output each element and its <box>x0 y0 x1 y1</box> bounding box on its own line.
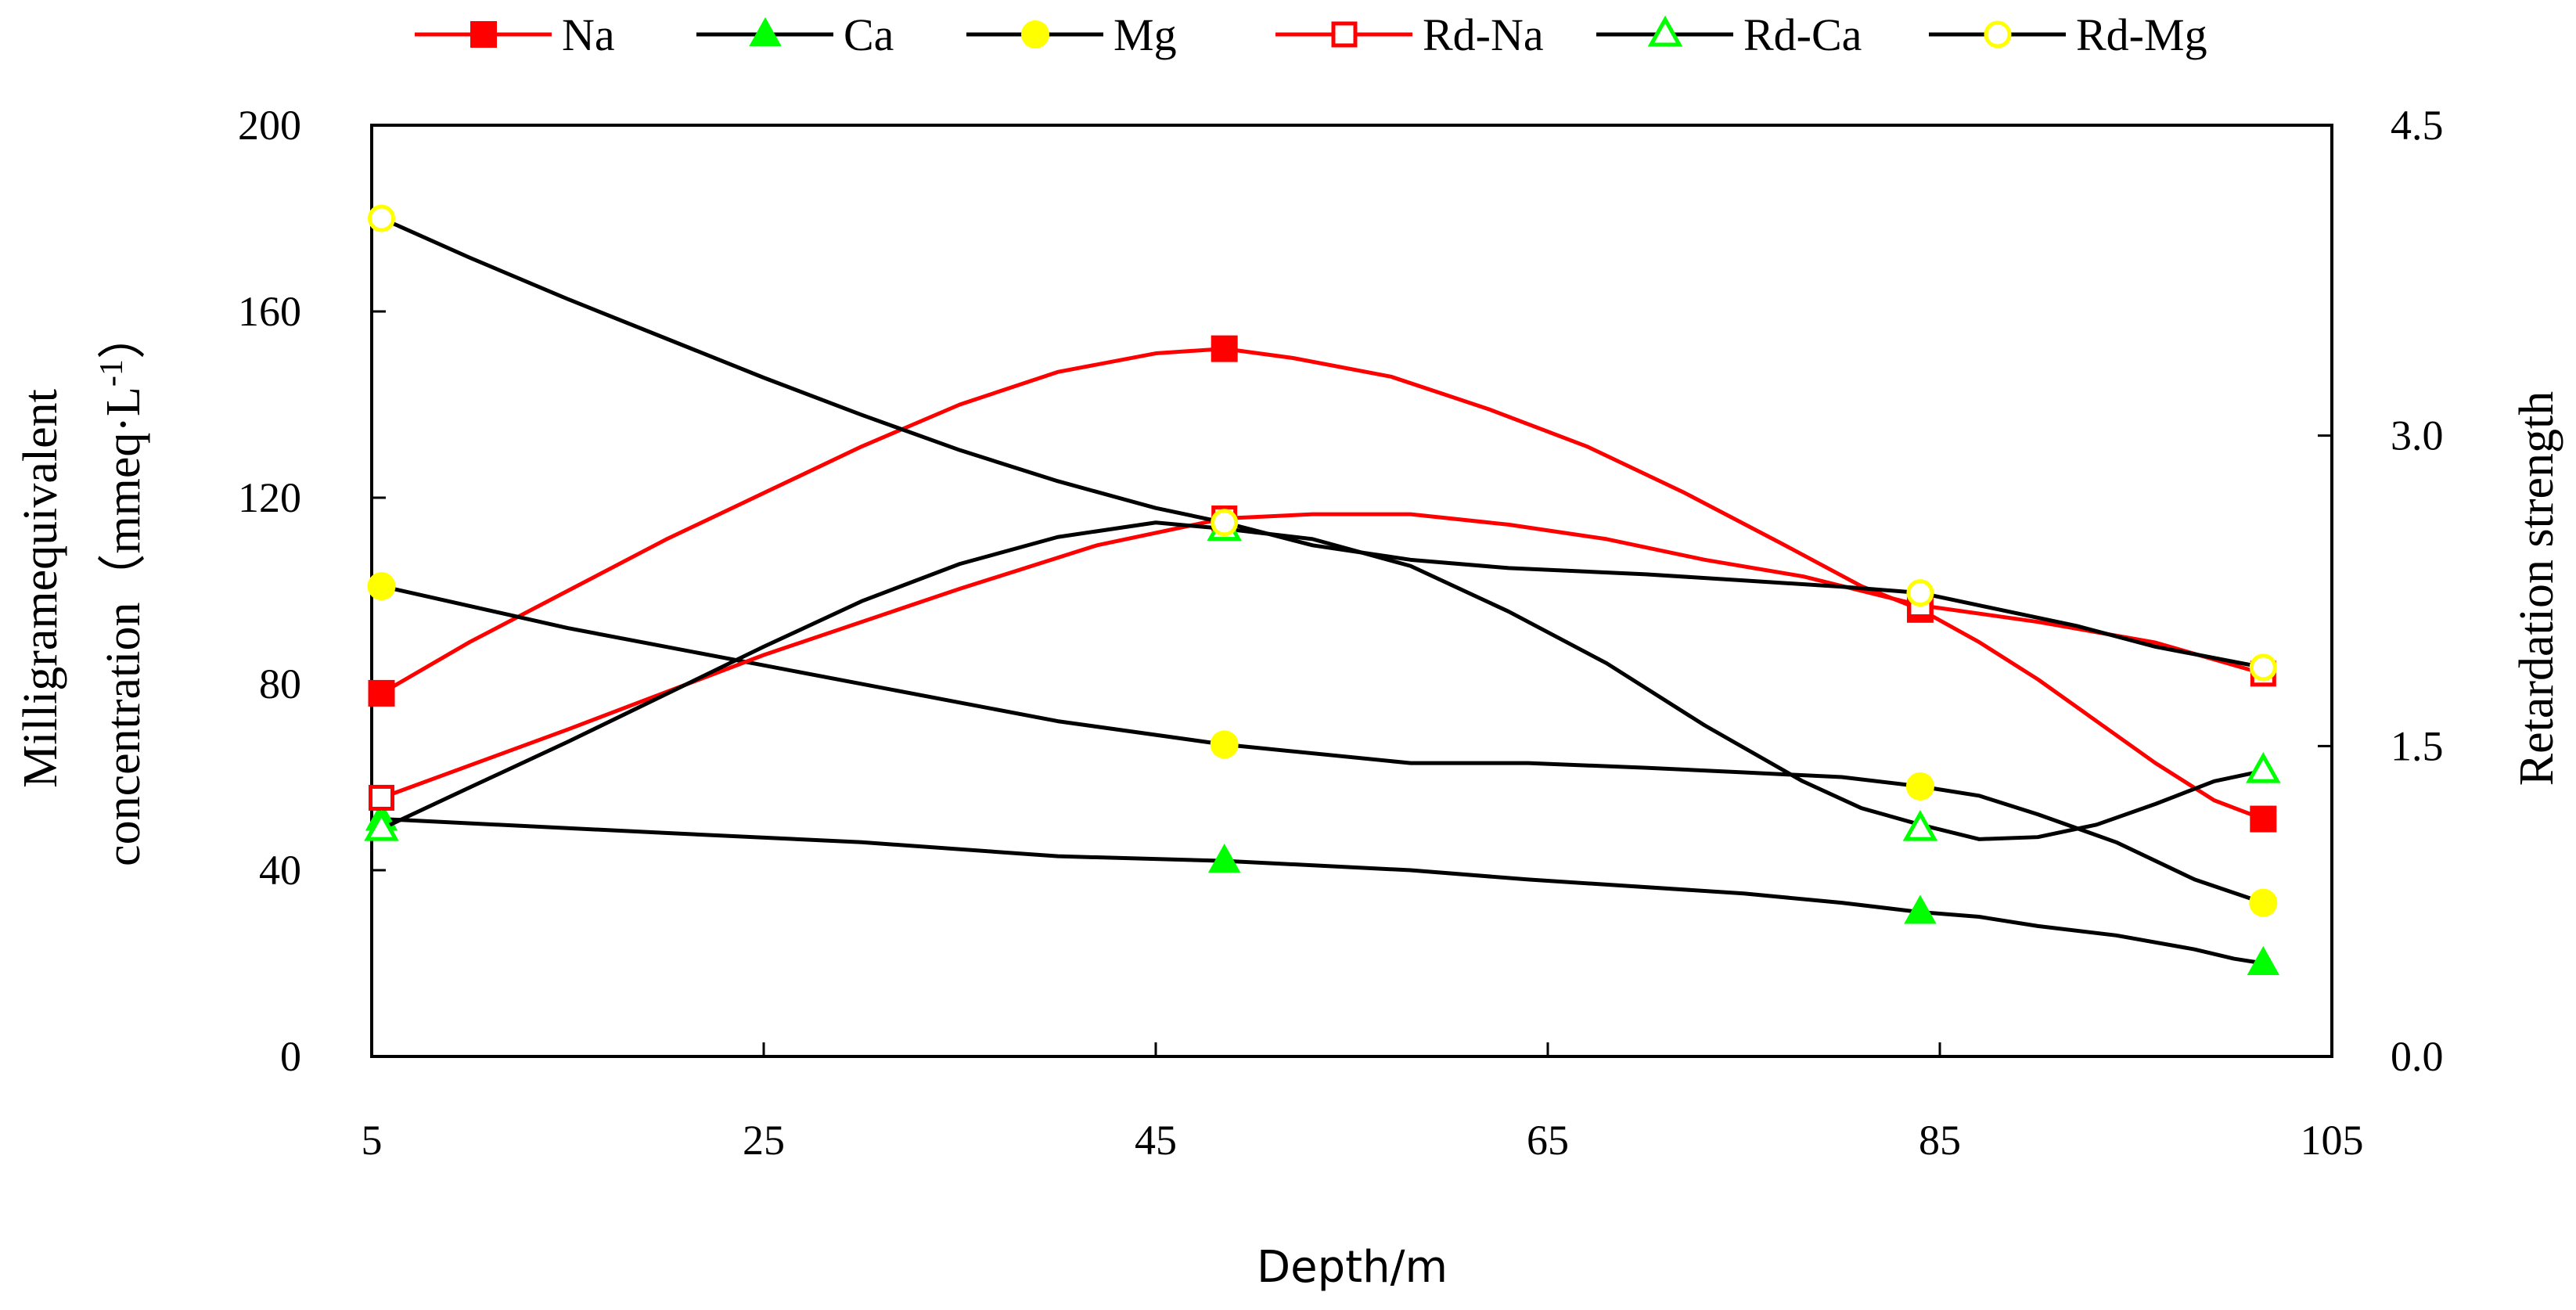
x-axis-title: Depth/m <box>1257 1242 1448 1293</box>
legend-marker <box>749 16 782 46</box>
legend-label: Rd-Ca <box>1743 9 1862 60</box>
data-point-rd-mg <box>2249 653 2277 682</box>
legend-label: Mg <box>1114 9 1177 60</box>
y-right-tick-label: 3.0 <box>2391 412 2444 459</box>
left-axis-title-sup: -1 <box>94 359 130 387</box>
x-tick-label: 105 <box>2301 1117 2364 1164</box>
legend-label: Rd-Na <box>1423 9 1544 60</box>
legend-item-na: Na <box>415 9 615 60</box>
series-line-na <box>380 347 2265 821</box>
legend-item-rd-mg: Rd-Mg <box>1929 9 2207 60</box>
x-tick-label: 5 <box>362 1117 383 1164</box>
left-axis-title-close: ） <box>97 311 150 359</box>
data-point-rd-mg <box>1211 509 1239 537</box>
y-left-tick-label: 200 <box>238 102 301 149</box>
legend-item-ca: Ca <box>696 9 894 60</box>
data-point-rd-ca <box>1902 810 1938 841</box>
data-point-rd-ca <box>364 810 399 841</box>
y-right-tick-label: 1.5 <box>2391 722 2444 769</box>
data-point-ca <box>1904 894 1937 924</box>
data-point-rd-mg <box>368 204 396 232</box>
plot-frame <box>370 124 2333 1058</box>
y-left-tick-label: 120 <box>238 474 301 521</box>
legend-marker <box>1021 20 1049 49</box>
x-tick-label: 25 <box>743 1117 785 1164</box>
legend-marker <box>1984 20 2012 49</box>
data-point-rd-na <box>369 784 395 811</box>
legend-marker <box>470 21 497 48</box>
series-line-rd-na <box>380 512 2265 800</box>
x-tick-label: 45 <box>1135 1117 1177 1164</box>
left-axis-title-line1: Milligramequivalent <box>14 389 67 788</box>
data-point-ca <box>1207 844 1241 873</box>
series-na <box>368 335 2277 833</box>
data-point-rd-ca <box>2246 751 2281 783</box>
legend-marker <box>1647 15 1683 47</box>
right-axis-title: Retardation strength <box>2510 391 2563 786</box>
data-point-mg <box>367 572 396 601</box>
y-right-tick-label: 0.0 <box>2391 1033 2444 1080</box>
series-line-rd-ca <box>380 520 2264 841</box>
series-rd-na <box>369 505 2276 811</box>
series-rd-ca <box>364 509 2281 841</box>
left-axis-title: Milligramequivalent <box>14 389 67 788</box>
legend-item-rd-ca: Rd-Ca <box>1596 9 1862 60</box>
axis-ticks: 5 25 45 65 85 105 0 40 80 120 160 200 0.0 1.5 3.0 4.5 <box>238 102 2444 1164</box>
data-point-mg <box>2249 888 2278 917</box>
series-rd-mg <box>368 204 2277 682</box>
series-ca <box>365 801 2280 975</box>
data-point-ca <box>2247 945 2280 975</box>
y-right-tick-label: 4.5 <box>2391 102 2444 149</box>
right-axis-title-text: Retardation strength <box>2510 391 2563 786</box>
y-left-tick-label: 80 <box>259 660 301 707</box>
left-axis-title-2: concentration（mmeq·L-1） <box>94 311 150 866</box>
data-point-na <box>368 679 395 707</box>
series-line-rd-mg <box>380 216 2264 670</box>
left-axis-title-main: concentration（mmeq·L <box>97 387 150 866</box>
series-line-mg <box>380 584 2265 905</box>
data-point-rd-mg <box>1906 579 1934 607</box>
data-point-na <box>2250 805 2277 833</box>
x-tick-label: 85 <box>1919 1117 1961 1164</box>
data-point-mg <box>1210 730 1239 759</box>
data-point-mg <box>1905 772 1934 801</box>
series-mg <box>367 572 2278 917</box>
y-left-tick-label: 0 <box>280 1033 301 1080</box>
x-tick-label: 65 <box>1527 1117 1569 1164</box>
data-point-na <box>1211 335 1238 362</box>
legend-item-rd-na: Rd-Na <box>1275 9 1544 60</box>
legend-label: Rd-Mg <box>2076 9 2207 60</box>
series-layer <box>364 204 2281 975</box>
legend-item-mg: Mg <box>966 9 1177 60</box>
legend-label: Na <box>562 9 615 60</box>
legend: Na Ca Mg Rd-Na Rd-Ca Rd-Mg <box>415 9 2207 60</box>
left-axis-title-line2: concentration（mmeq·L-1） <box>94 311 150 866</box>
legend-label: Ca <box>844 9 894 60</box>
y-left-tick-label: 40 <box>259 847 301 894</box>
y-left-tick-label: 160 <box>238 288 301 335</box>
series-line-ca <box>381 817 2264 966</box>
legend-marker <box>1331 21 1358 48</box>
